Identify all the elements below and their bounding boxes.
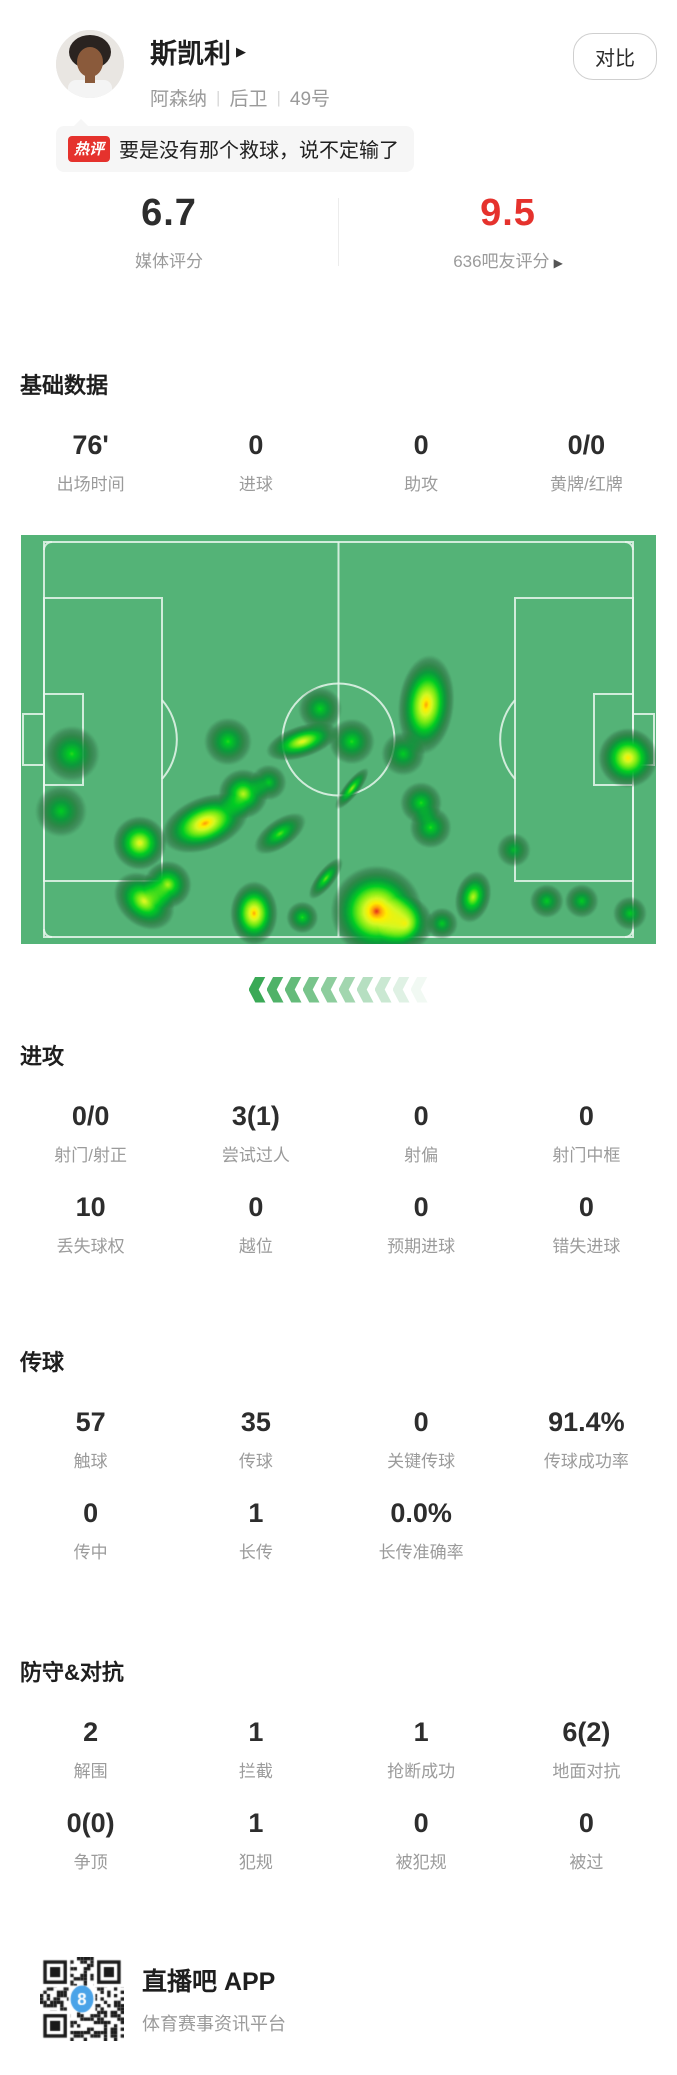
player-avatar bbox=[56, 30, 124, 98]
chevron-left-icon bbox=[374, 976, 392, 1003]
media-rating-value: 6.7 bbox=[141, 192, 197, 234]
stat-expected-goals: 0 预期进球 bbox=[387, 1192, 456, 1256]
stat-long-balls: 1 长传 bbox=[238, 1498, 273, 1562]
separator: | bbox=[276, 87, 281, 107]
stat-touches: 57 触球 bbox=[73, 1407, 108, 1471]
hot-comment-badge: 热评 bbox=[68, 135, 111, 162]
jersey-number: 49号 bbox=[289, 89, 331, 110]
player-name-text: 斯凯利 bbox=[150, 39, 231, 69]
section-passing: 传球 57 触球 35 传球 0 关键传球 91.4% 传球成功率 0 传中 1 长传 0.… bbox=[0, 1345, 677, 1563]
footer-text: 直播吧 APP 体育赛事资讯平台 bbox=[142, 1962, 286, 2036]
app-footer: 直播吧 APP 体育赛事资讯平台 bbox=[40, 1957, 677, 2041]
app-tagline: 体育赛事资讯平台 bbox=[142, 2014, 286, 2034]
chevron-left-icon bbox=[266, 976, 284, 1003]
stat-long-ball-accuracy: 0.0% 长传准确率 bbox=[378, 1498, 464, 1562]
chevron-left-icon bbox=[410, 976, 428, 1003]
chevron-left-icon bbox=[248, 976, 266, 1003]
stat-passes: 35 传球 bbox=[238, 1407, 273, 1471]
stat-shots: 0/0 射门/射正 bbox=[54, 1101, 127, 1165]
stat-aerial-duels: 0(0) 争顶 bbox=[66, 1808, 115, 1872]
section-title-defense: 防守&对抗 bbox=[20, 1660, 124, 1685]
section-basic-data: 基础数据 76' 出场时间 0 进球 0 助攻 0/0 黄牌/红牌 bbox=[0, 368, 677, 495]
fans-rating-value: 9.5 bbox=[480, 192, 536, 234]
stat-assists: 0 助攻 bbox=[404, 430, 439, 494]
hot-comment-text: 要是没有那个救球，说不定输了 bbox=[119, 140, 400, 162]
media-rating-label: 媒体评分 bbox=[135, 252, 203, 271]
player-position: 后卫 bbox=[229, 89, 268, 110]
stat-dribbled-past: 0 被过 bbox=[569, 1808, 604, 1872]
chevron-left-icon bbox=[392, 976, 410, 1003]
attack-direction-chevrons-icon bbox=[0, 976, 677, 1003]
fans-rating[interactable]: 9.5 636吧友评分 ▶ bbox=[339, 192, 677, 272]
defense-stats-grid: 2 解围 1 拦截 1 抢断成功 6(2) 地面对抗 0(0) 争顶 1 犯规 0 被犯规 0… bbox=[8, 1717, 669, 1873]
stat-possession-lost: 10 丢失球权 bbox=[56, 1192, 125, 1256]
heatmap-canvas bbox=[21, 535, 656, 944]
section-title-passing: 传球 bbox=[20, 1350, 65, 1375]
stat-pass-accuracy: 91.4% 传球成功率 bbox=[543, 1407, 629, 1471]
compare-button[interactable]: 对比 bbox=[573, 33, 657, 80]
player-info: 斯凯利 ▶ 阿森纳 | 后卫 | 49号 bbox=[150, 30, 330, 111]
passing-stats-grid: 57 触球 35 传球 0 关键传球 91.4% 传球成功率 0 传中 1 长传 0.0% 长… bbox=[8, 1407, 669, 1563]
hot-comment-banner[interactable]: 热评 要是没有那个救球，说不定输了 bbox=[56, 119, 415, 172]
chevron-left-icon bbox=[284, 976, 302, 1003]
player-header: 斯凯利 ▶ 阿森纳 | 后卫 | 49号 对比 bbox=[0, 0, 677, 111]
stat-key-passes: 0 关键传球 bbox=[387, 1407, 456, 1471]
qr-code bbox=[40, 1957, 124, 2041]
vertical-divider bbox=[338, 198, 339, 266]
separator: | bbox=[216, 87, 221, 107]
expand-arrow-icon: ▶ bbox=[236, 43, 246, 59]
player-meta: 阿森纳 | 后卫 | 49号 bbox=[150, 84, 330, 111]
stat-interceptions: 1 拦截 bbox=[238, 1717, 273, 1781]
player-name[interactable]: 斯凯利 ▶ bbox=[150, 32, 330, 71]
team-name: 阿森纳 bbox=[150, 89, 208, 110]
section-title-attack: 进攻 bbox=[20, 1044, 65, 1069]
stat-cards: 0/0 黄牌/红牌 bbox=[550, 430, 623, 494]
stat-dribbles: 3(1) 尝试过人 bbox=[221, 1101, 290, 1165]
chevron-left-icon bbox=[320, 976, 338, 1003]
stat-goals: 0 进球 bbox=[238, 430, 273, 494]
stat-was-fouled: 0 被犯规 bbox=[395, 1808, 447, 1872]
attack-stats-grid: 0/0 射门/射正 3(1) 尝试过人 0 射偏 0 射门中框 10 丢失球权 0 越位 0… bbox=[8, 1101, 669, 1257]
stat-crosses: 0 传中 bbox=[73, 1498, 108, 1562]
section-defense-duels: 防守&对抗 2 解围 1 拦截 1 抢断成功 6(2) 地面对抗 0(0) 争顶 1 犯规 … bbox=[0, 1655, 677, 1873]
chevron-left-icon bbox=[338, 976, 356, 1003]
chevron-left-icon bbox=[356, 976, 374, 1003]
avatar-placeholder-image bbox=[56, 30, 124, 98]
media-rating: 6.7 媒体评分 bbox=[0, 192, 338, 272]
fans-rating-label-text: 636吧友评分 bbox=[453, 252, 550, 271]
stat-chances-missed: 0 错失进球 bbox=[552, 1192, 621, 1256]
stat-ground-duels: 6(2) 地面对抗 bbox=[552, 1717, 621, 1781]
ratings-row: 6.7 媒体评分 9.5 636吧友评分 ▶ bbox=[0, 192, 677, 272]
fans-rating-label: 636吧友评分 ▶ bbox=[339, 247, 677, 272]
app-name: 直播吧 APP bbox=[142, 1968, 276, 1996]
chevron-left-icon bbox=[302, 976, 320, 1003]
stat-tackles-won: 1 抢断成功 bbox=[387, 1717, 456, 1781]
stat-shots-off-target: 0 射偏 bbox=[404, 1101, 439, 1165]
stat-minutes-played: 76' 出场时间 bbox=[56, 430, 125, 494]
stat-offsides: 0 越位 bbox=[238, 1192, 273, 1256]
stat-clearances: 2 解围 bbox=[73, 1717, 108, 1781]
basic-stats-grid: 76' 出场时间 0 进球 0 助攻 0/0 黄牌/红牌 bbox=[8, 430, 669, 495]
section-title-basic: 基础数据 bbox=[20, 373, 109, 398]
stat-shots-woodwork: 0 射门中框 bbox=[552, 1101, 621, 1165]
arrow-right-icon: ▶ bbox=[553, 256, 563, 270]
stat-fouls: 1 犯规 bbox=[238, 1808, 273, 1872]
heatmap-pitch bbox=[21, 535, 656, 944]
